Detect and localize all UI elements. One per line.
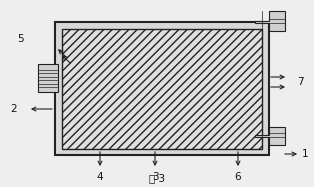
Text: 6: 6 [235, 172, 241, 182]
Bar [62, 29, 262, 149]
Bar [38, 64, 58, 92]
Bar [55, 22, 269, 155]
Polygon shape [255, 11, 285, 31]
Text: 3: 3 [152, 172, 158, 182]
Text: 5: 5 [17, 34, 23, 44]
Text: 4: 4 [97, 172, 103, 182]
Text: 7: 7 [297, 77, 303, 87]
Text: 图 3: 图 3 [149, 173, 165, 183]
Polygon shape [255, 127, 285, 145]
Text: 1: 1 [302, 149, 308, 159]
Text: 2: 2 [11, 104, 17, 114]
